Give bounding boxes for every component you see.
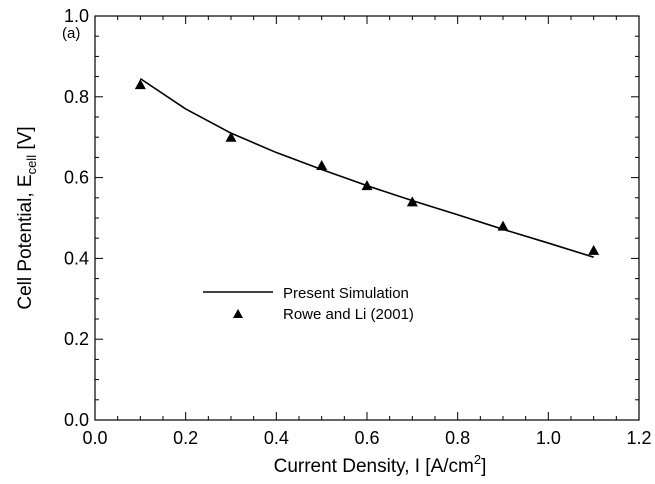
x-tick-label: 0.2 (173, 428, 198, 448)
y-tick-label: 0.6 (64, 168, 89, 188)
x-tick-label: 1.2 (626, 428, 651, 448)
experiment-point (316, 159, 328, 170)
series-layer (134, 77, 600, 258)
y-tick-label: 0.8 (64, 87, 89, 107)
y-axis-label: Cell Potential, Ecell [V] (15, 126, 39, 309)
experiment-point (406, 196, 418, 207)
legend: Present Simulation Rowe and Li (2001) (203, 285, 414, 323)
x-tick-label: 0.0 (82, 428, 107, 448)
x-tick-label: 0.8 (445, 428, 470, 448)
experiment-point (225, 131, 237, 142)
x-tick-label: 1.0 (536, 428, 561, 448)
y-tick-label: 0.2 (64, 329, 89, 349)
experiment-point (134, 79, 146, 90)
x-tick-label: 0.6 (354, 428, 379, 448)
plot-frame (94, 15, 640, 421)
legend-triangle-swatch (233, 309, 243, 318)
simulation-line (139, 77, 594, 258)
experiment-point (588, 244, 600, 255)
y-tick-label: 0.4 (64, 248, 89, 268)
x-axis-label: Current Density, I [A/cm2] (274, 452, 487, 477)
legend-label-simulation: Present Simulation (283, 285, 409, 302)
panel-label: (a) (62, 25, 80, 42)
legend-label-experiment: Rowe and Li (2001) (283, 306, 414, 323)
experiment-point (361, 180, 373, 191)
axis-tick-labels: 0.0 0.2 0.4 0.6 0.8 1.0 1.2 0.0 0.2 0.4 0.6 0.8 1.0 (64, 6, 652, 448)
experiment-point (497, 220, 509, 231)
y-tick-label: 1.0 (64, 6, 89, 26)
y-tick-label: 0.0 (64, 410, 89, 430)
x-tick-label: 0.4 (264, 428, 289, 448)
axis-ticks (94, 15, 640, 421)
